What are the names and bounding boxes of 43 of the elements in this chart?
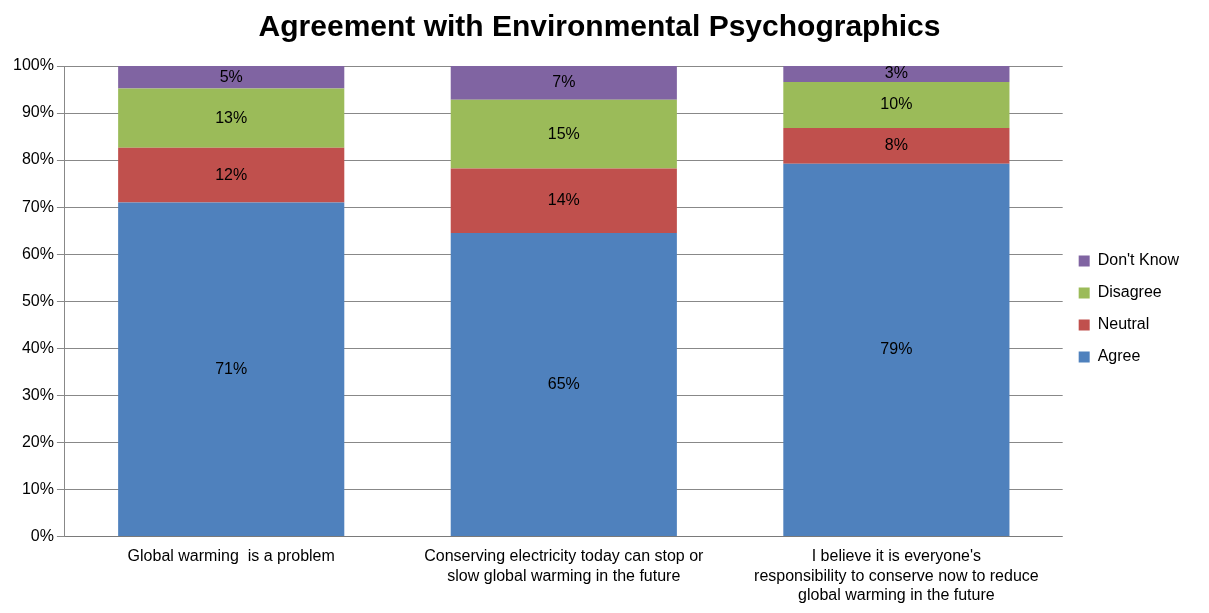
- bar: [118, 202, 345, 536]
- y-tick-label: 50%: [21, 291, 54, 309]
- y-tick-label: 60%: [21, 244, 54, 262]
- data-label: 7%: [552, 73, 576, 91]
- y-tick-label: 70%: [21, 197, 54, 215]
- y-tick-label: 90%: [21, 103, 54, 121]
- y-tick-label: 30%: [21, 385, 54, 403]
- bar: [118, 66, 345, 89]
- bar: [450, 168, 677, 233]
- legend-label: Disagree: [1097, 283, 1162, 301]
- data-label: 3%: [884, 64, 908, 82]
- y-tick-label: 10%: [21, 479, 54, 497]
- y-tick-label: 100%: [13, 56, 54, 74]
- y-tick-label: 40%: [21, 338, 54, 356]
- data-label: 13%: [215, 108, 248, 126]
- data-label: 5%: [219, 67, 243, 85]
- bar: [450, 66, 677, 100]
- x-tick-label: I believe it is everyone's responsibility to conserve now to reduce global warming in the future: [754, 547, 1039, 603]
- data-label: 10%: [880, 95, 913, 113]
- data-label: 15%: [547, 124, 580, 142]
- x-tick-label: Global warming is a problem: [127, 547, 335, 565]
- y-tick-label: 80%: [21, 150, 54, 168]
- bar: [783, 81, 1010, 129]
- bar: [783, 163, 1010, 536]
- y-tick-label: 0%: [30, 526, 54, 544]
- bar: [783, 128, 1010, 164]
- legend-label: Agree: [1097, 347, 1141, 365]
- legend-label: Don't Know: [1097, 251, 1180, 269]
- data-label: 65%: [547, 374, 580, 392]
- y-tick-label: 20%: [21, 432, 54, 450]
- bar: [450, 99, 677, 169]
- data-label: 12%: [215, 165, 248, 183]
- x-tick-label: Conserving electricity today can stop or slow global warming in the future: [424, 547, 705, 584]
- bar: [450, 232, 677, 536]
- bar: [783, 66, 1010, 82]
- legend-label: Neutral: [1097, 315, 1150, 333]
- bar: [118, 147, 345, 203]
- data-label: 79%: [880, 340, 913, 358]
- data-label: 14%: [547, 191, 580, 209]
- bar: [118, 88, 345, 148]
- data-label: 8%: [884, 136, 908, 154]
- chart-title: Agreement with Environmental Psychographics: [258, 9, 941, 43]
- data-label: 71%: [215, 359, 248, 377]
